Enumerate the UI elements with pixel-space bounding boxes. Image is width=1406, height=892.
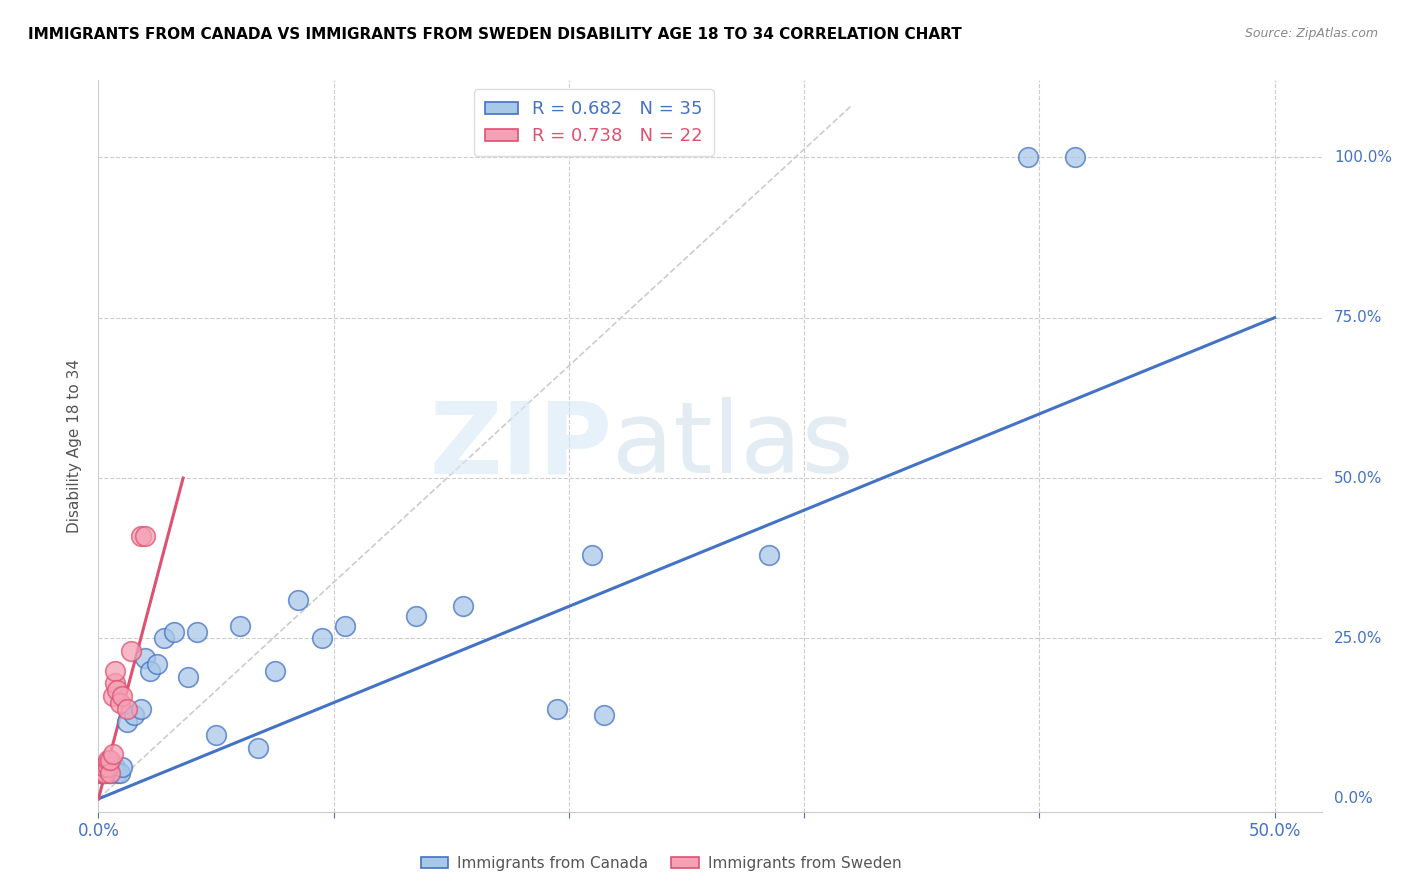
Point <box>134 650 156 665</box>
Text: IMMIGRANTS FROM CANADA VS IMMIGRANTS FROM SWEDEN DISABILITY AGE 18 TO 34 CORRELA: IMMIGRANTS FROM CANADA VS IMMIGRANTS FRO… <box>28 27 962 42</box>
Point <box>311 632 333 646</box>
Y-axis label: Disability Age 18 to 34: Disability Age 18 to 34 <box>67 359 83 533</box>
Point <box>105 766 128 780</box>
Point <box>97 766 120 780</box>
Point <box>546 702 568 716</box>
Point <box>94 766 117 780</box>
Point <box>228 618 250 632</box>
Point <box>335 618 357 632</box>
Point <box>129 529 152 543</box>
Point <box>263 664 285 678</box>
Text: 100.0%: 100.0% <box>1334 150 1392 165</box>
Point <box>120 644 142 658</box>
Point <box>111 760 134 774</box>
Point <box>122 708 145 723</box>
Point <box>101 747 124 761</box>
Text: 25.0%: 25.0% <box>1334 631 1382 646</box>
Point <box>115 714 138 729</box>
Point <box>98 766 121 780</box>
Point <box>451 599 474 614</box>
Point <box>129 702 152 716</box>
Point <box>104 664 127 678</box>
Text: Source: ZipAtlas.com: Source: ZipAtlas.com <box>1244 27 1378 40</box>
Point <box>94 766 117 780</box>
Point <box>115 702 138 716</box>
Point <box>105 682 128 697</box>
Point <box>205 728 228 742</box>
Point <box>134 529 156 543</box>
Text: 0.0%: 0.0% <box>1334 791 1372 806</box>
Point <box>97 753 120 767</box>
Point <box>146 657 169 672</box>
Text: 50.0%: 50.0% <box>1334 471 1382 485</box>
Point <box>101 690 124 704</box>
Text: ZIP: ZIP <box>429 398 612 494</box>
Text: 75.0%: 75.0% <box>1334 310 1382 326</box>
Point <box>98 766 121 780</box>
Point <box>139 664 162 678</box>
Point <box>90 766 112 780</box>
Point <box>91 760 114 774</box>
Legend: Immigrants from Canada, Immigrants from Sweden: Immigrants from Canada, Immigrants from … <box>415 850 908 877</box>
Point <box>94 760 117 774</box>
Point <box>593 708 616 723</box>
Point <box>1063 150 1085 164</box>
Point <box>163 625 186 640</box>
Point <box>247 740 270 755</box>
Point <box>90 766 112 780</box>
Point <box>91 766 114 780</box>
Point <box>287 593 309 607</box>
Point <box>153 632 176 646</box>
Point <box>177 670 200 684</box>
Point <box>91 766 114 780</box>
Point <box>108 696 131 710</box>
Point <box>581 548 603 562</box>
Point <box>758 548 780 562</box>
Point <box>104 676 127 690</box>
Point <box>97 760 120 774</box>
Point <box>405 609 427 624</box>
Point <box>108 766 131 780</box>
Point <box>90 766 112 780</box>
Point <box>94 760 117 774</box>
Point <box>101 760 124 774</box>
Point <box>1017 150 1039 164</box>
Point <box>111 690 134 704</box>
Point <box>186 625 208 640</box>
Text: atlas: atlas <box>612 398 853 494</box>
Point <box>98 753 121 767</box>
Point <box>104 760 127 774</box>
